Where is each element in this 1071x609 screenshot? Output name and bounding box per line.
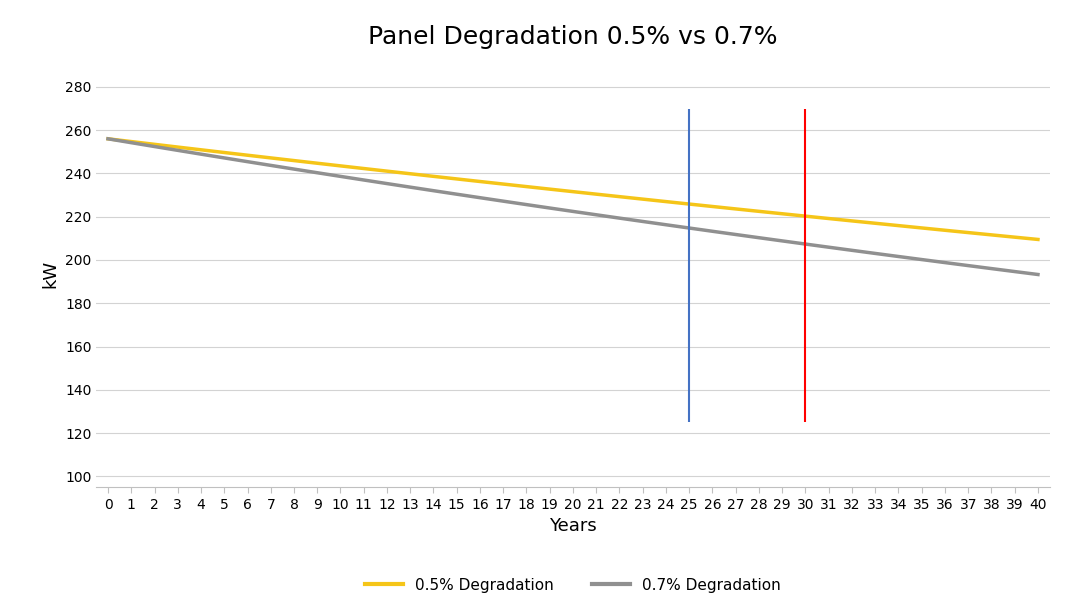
X-axis label: Years: Years [549, 517, 597, 535]
Legend: 0.5% Degradation, 0.7% Degradation: 0.5% Degradation, 0.7% Degradation [359, 572, 787, 599]
Title: Panel Degradation 0.5% vs 0.7%: Panel Degradation 0.5% vs 0.7% [368, 25, 778, 49]
Y-axis label: kW: kW [42, 260, 60, 288]
